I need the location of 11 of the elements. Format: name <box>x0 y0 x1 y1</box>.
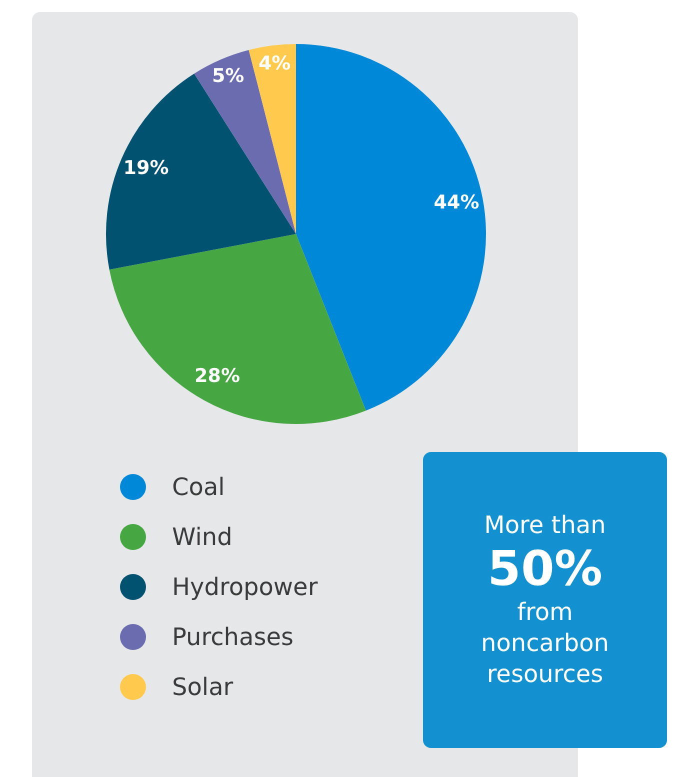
callout-box: More than 50% from noncarbon resources <box>423 452 667 748</box>
data-label: 44% <box>434 191 480 214</box>
data-label: 19% <box>123 157 169 180</box>
legend-label: Hydropower <box>172 573 318 601</box>
data-label: 4% <box>258 52 291 74</box>
data-label: 5% <box>212 65 244 87</box>
legend-label: Coal <box>172 473 225 501</box>
legend-label: Purchases <box>172 623 294 651</box>
legend-label: Wind <box>172 523 232 551</box>
data-label: 28% <box>194 365 240 388</box>
legend-label: Solar <box>172 673 234 701</box>
